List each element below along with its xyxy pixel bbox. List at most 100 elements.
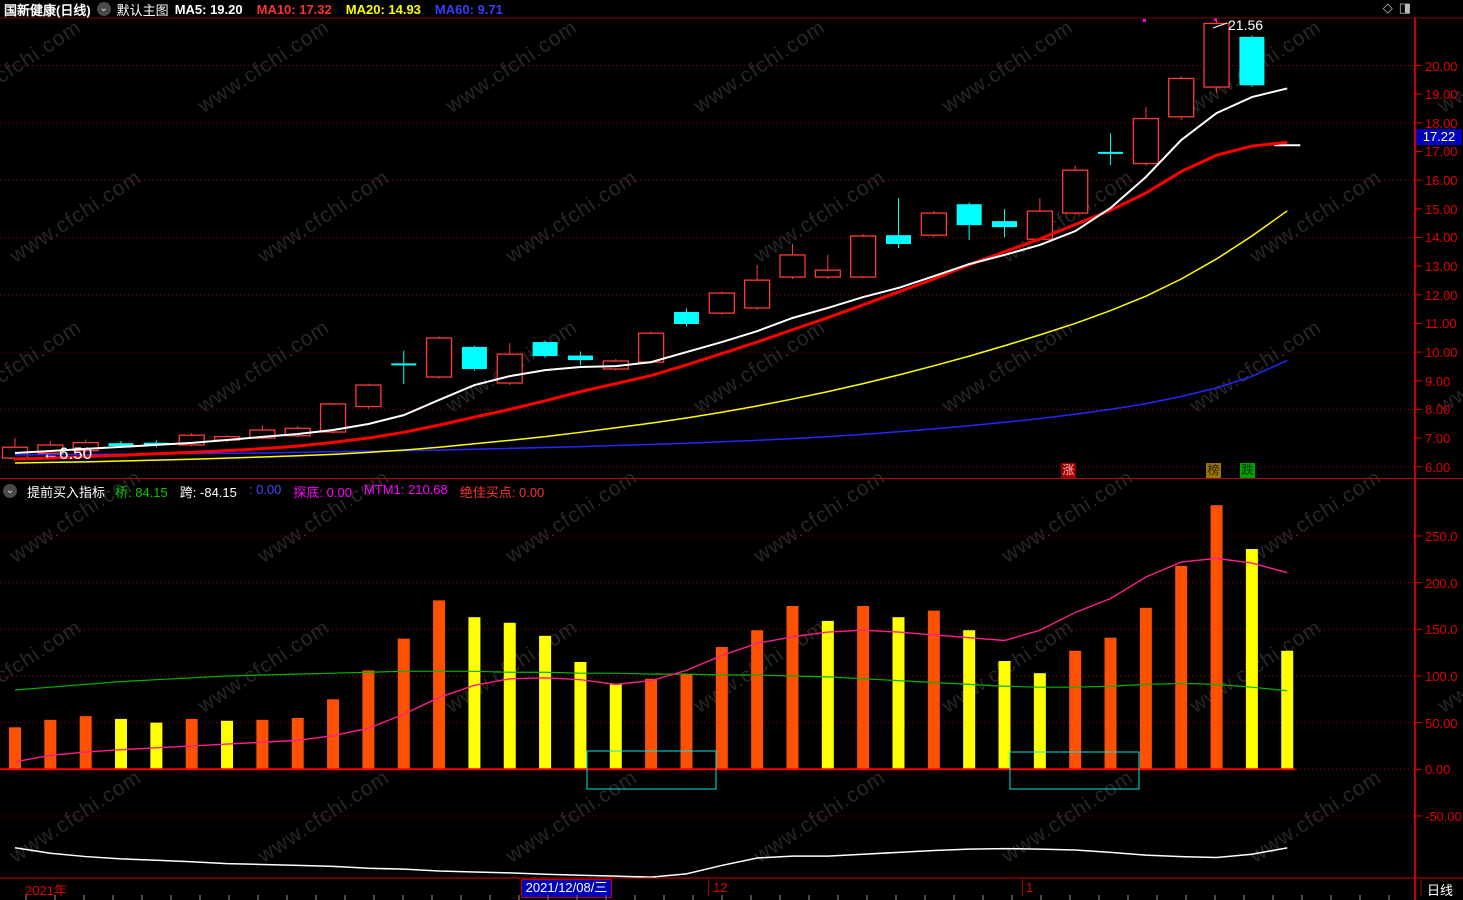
indicator-bar [821, 620, 834, 770]
candle-up [1132, 117, 1160, 165]
axis-label: -50.00 [1425, 808, 1462, 824]
indicator-bar [397, 638, 410, 770]
time-tick [170, 895, 172, 900]
indicator-value: 绝佳买点: 0.00 [459, 484, 545, 500]
time-tick [1330, 895, 1332, 900]
indicator-bar [150, 722, 163, 770]
candle-up [249, 429, 276, 439]
indicator-bar [221, 720, 234, 770]
time-tick [692, 895, 694, 900]
axis-label: 250.0 [1425, 528, 1458, 544]
candle-up [1168, 77, 1195, 118]
ma-legend-item: MA60: 9.71 [434, 1, 503, 17]
indicator-line-MTM1 [14, 557, 1288, 763]
indicator-title[interactable]: 提前买入指标 [27, 484, 106, 500]
indicator-bar [468, 617, 481, 770]
candle-up [637, 332, 665, 363]
time-tick [315, 895, 317, 900]
candle-up [779, 254, 806, 278]
indicator-bar [115, 718, 128, 770]
indicator-bar [1069, 650, 1082, 770]
signal-box [586, 750, 717, 790]
indicator-bar [574, 661, 587, 770]
period-label[interactable]: 日线 [1427, 883, 1454, 898]
time-tick [1011, 895, 1013, 900]
axis-label: 200.0 [1425, 575, 1458, 591]
min-price-annotation: ←6.50 [42, 444, 93, 463]
indicator-bar [927, 610, 940, 770]
candle-up [355, 384, 382, 408]
chevron-down-icon[interactable]: ⌄ [96, 2, 111, 16]
stock-title: 国新健康(日线) [4, 2, 91, 18]
axis-label: 11.00 [1425, 316, 1457, 332]
axis-label: 150.0 [1425, 622, 1458, 638]
candle-up [850, 235, 877, 278]
time-tick [431, 895, 433, 900]
hot-badge-跌[interactable]: 跌 [1240, 463, 1255, 478]
time-tick [1127, 895, 1129, 900]
axis-label: 15.00 [1425, 201, 1458, 217]
layout-split-icon[interactable]: ◨ [1398, 0, 1411, 15]
time-tick [1243, 895, 1245, 900]
axis-label: 10.00 [1425, 345, 1458, 361]
indicator-bar [609, 684, 622, 770]
signal-box [1009, 751, 1140, 790]
time-tick [1388, 895, 1390, 900]
candle-up [178, 434, 205, 446]
hot-badge-榜[interactable]: 榜 [1206, 463, 1221, 478]
candle-up [37, 444, 64, 454]
time-tick [518, 895, 520, 900]
chevron-down-icon[interactable]: ⌄ [3, 484, 17, 498]
candle-up [319, 403, 347, 433]
hot-badge-涨[interactable]: 涨 [1061, 463, 1076, 478]
axis-label: 16.00 [1425, 173, 1458, 189]
candle-down [886, 235, 911, 245]
candle-up [1062, 169, 1089, 214]
time-tick [1185, 895, 1187, 900]
indicator-header: ⌄ 提前买入指标 桥: 84.15 跨: -84.15: 0.00 探底: 0.00… [0, 482, 1463, 500]
time-tick [141, 895, 143, 900]
ma-line-MA5 [14, 87, 1288, 454]
axis-label: 19.00 [1425, 87, 1458, 103]
indicator-bar [291, 717, 304, 770]
indicator-bar [433, 600, 446, 770]
diamond-icon[interactable]: ◇ [1382, 0, 1393, 15]
time-tick [721, 895, 723, 900]
time-tick [489, 895, 491, 900]
time-tick [1214, 895, 1216, 900]
time-tick [1272, 895, 1274, 900]
indicator-bar [892, 617, 905, 770]
indicator-bar [963, 630, 976, 770]
time-tick [54, 895, 56, 900]
indicator-bar [539, 635, 552, 770]
time-tick [112, 895, 114, 900]
indicator-bar [256, 719, 269, 770]
indicator-bar [1104, 637, 1117, 770]
indicator-line-桥 [14, 670, 1288, 692]
price-pointer [1212, 22, 1228, 29]
divider [1022, 879, 1023, 896]
candle-up [708, 292, 735, 314]
time-tick [25, 895, 27, 900]
axis-label: 8.00 [1425, 402, 1451, 418]
time-tick [1359, 895, 1361, 900]
time-tick [953, 895, 955, 900]
time-tick [199, 895, 201, 900]
axis-label: 14.00 [1425, 230, 1458, 246]
candle-down [956, 204, 982, 226]
axis-label: 50.00 [1425, 715, 1458, 731]
view-mode-label[interactable]: 默认主图 [116, 2, 169, 18]
axis-label: 18.00 [1425, 115, 1458, 131]
ma-legend-item: MA10: 17.32 [256, 1, 332, 17]
indicator-bar [715, 647, 728, 770]
indicator-value: 探底: 0.00 [293, 484, 352, 500]
marker-dot [1214, 18, 1217, 21]
candle-up [72, 441, 99, 452]
month-label: 12 [713, 880, 728, 895]
time-tick [257, 895, 259, 900]
indicator-value: 跨: -84.15 [179, 484, 237, 500]
candle-up [920, 212, 947, 236]
candle-down [108, 443, 134, 447]
indicator-bar [1175, 565, 1188, 770]
